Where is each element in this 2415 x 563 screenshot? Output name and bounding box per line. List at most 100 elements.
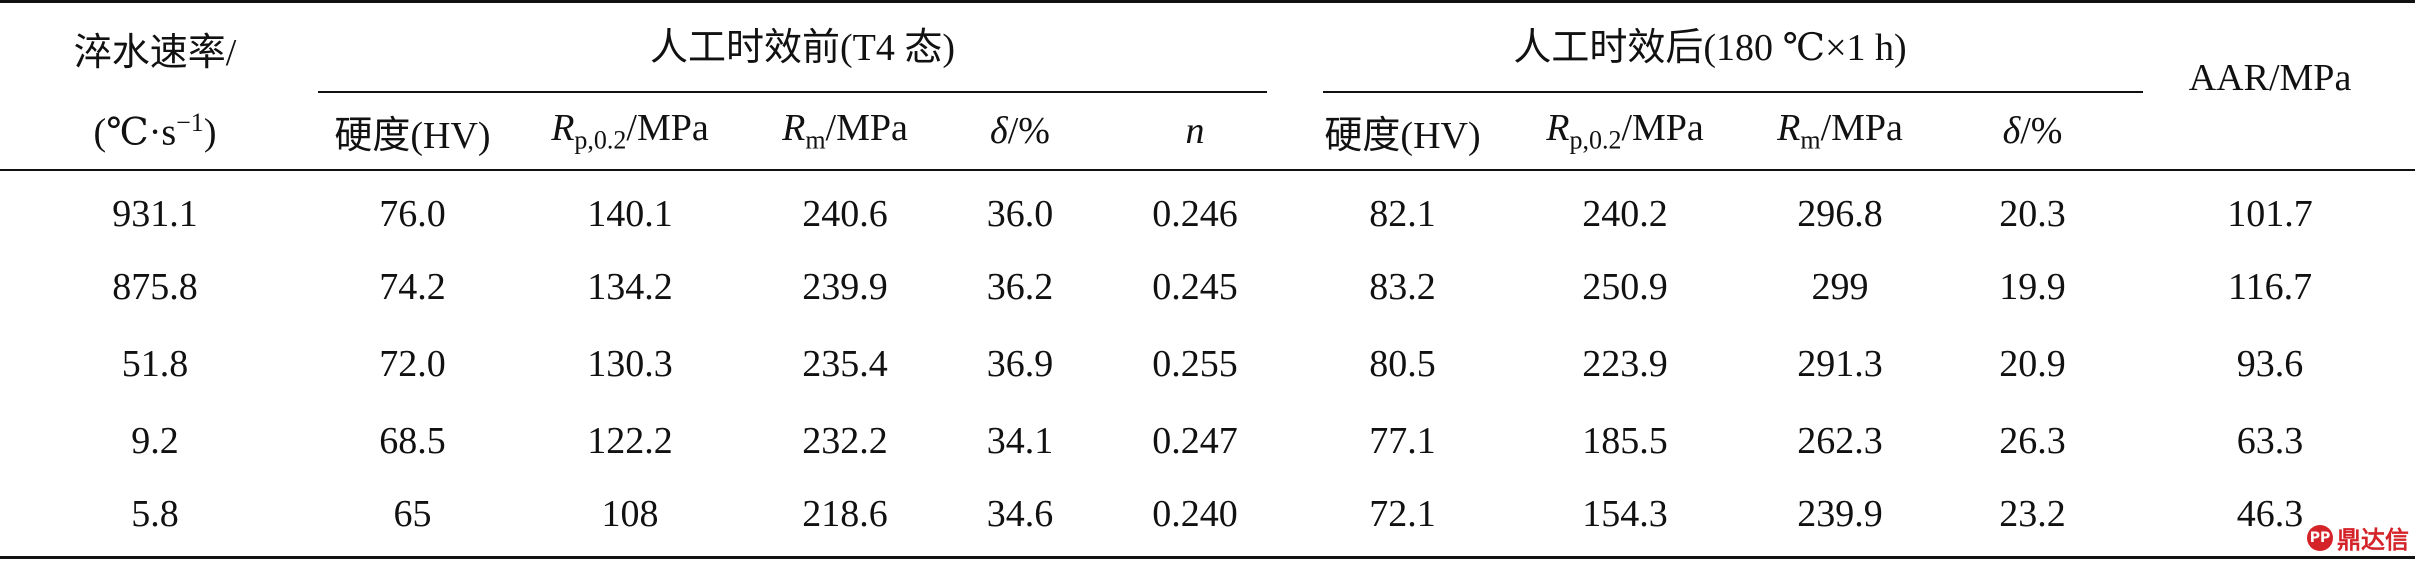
cell-hardness-after: 80.5: [1369, 342, 1436, 385]
rp-unit: /MPa: [1621, 107, 1704, 150]
header-aar: AAR/MPa: [2125, 0, 2415, 170]
rp-unit: /MPa: [626, 107, 709, 150]
cell-n: 0.246: [1152, 192, 1238, 235]
rp-symbol: R: [551, 107, 575, 150]
cell-hardness-after: 77.1: [1369, 419, 1436, 462]
cell-quench-rate: 51.8: [121, 342, 189, 385]
delta-symbol: δ: [990, 110, 1008, 152]
table-row: 9.2 68.5 122.2 232.2 34.1 0.247 77.1 185…: [0, 402, 2415, 479]
cell-rp-before: 130.3: [587, 342, 673, 385]
cell-rp-before: 140.1: [587, 192, 673, 235]
cell-delta-after: 23.2: [1940, 479, 2126, 559]
cell-delta-before: 36.9: [986, 342, 1054, 385]
cell-rm-before: 240.6: [802, 192, 888, 235]
watermark-logo: PP 鼎达信: [2307, 520, 2409, 555]
cell-hardness-before: 68.5: [379, 419, 446, 462]
rp-subscript: p,0.2: [574, 125, 627, 155]
cell-rp-after: 154.3: [1510, 479, 1741, 559]
cell-quench-rate: 931.1: [112, 192, 198, 235]
group-before-label: 人工时效前(T4 态): [650, 27, 956, 69]
delta-unit: /%: [2020, 110, 2063, 152]
cell-aar: 93.6: [2236, 342, 2304, 385]
rp-symbol: R: [1546, 107, 1570, 150]
cell-hardness-after: 82.1: [1369, 192, 1436, 235]
rm-subscript: m: [805, 125, 826, 155]
header-hardness-after: 硬度(HV): [1324, 114, 1481, 157]
cell-n: 0.247: [1152, 419, 1238, 462]
cell-aar: 116.7: [2227, 265, 2313, 308]
header-rm-before: Rm/MPa: [745, 93, 945, 170]
cell-rm-after: 239.9: [1740, 479, 1941, 559]
cell-delta-after: 26.3: [1999, 419, 2066, 462]
cell-hardness-after: 83.2: [1369, 265, 1436, 308]
cell-delta-after: 19.9: [1999, 265, 2066, 308]
cell-rm-after: 262.3: [1797, 419, 1883, 462]
table-row: 51.8 72.0 130.3 235.4 36.9 0.255 80.5 22…: [0, 325, 2415, 402]
header-group-after-aging: 人工时效后(180 ℃×1 h): [1295, 0, 2144, 93]
cell-rp-after: 185.5: [1582, 419, 1668, 462]
cell-rp-after: 240.2: [1582, 192, 1668, 235]
cell-n: 0.245: [1152, 265, 1238, 308]
header-delta-after: δ/%: [1940, 93, 2125, 170]
delta-unit: /%: [1007, 110, 1050, 152]
unit-end: ): [203, 111, 217, 154]
cell-rm-after: 299: [1811, 265, 1869, 308]
cell-quench-rate: 5.8: [0, 479, 310, 559]
group-after-label: 人工时效后(180 ℃×1 h): [1513, 27, 1907, 69]
header-rp-before: Rp,0.2/MPa: [515, 93, 745, 170]
cell-rm-before: 239.9: [802, 265, 888, 308]
cell-hardness-before: 72.0: [379, 342, 446, 385]
rm-unit: /MPa: [1820, 107, 1903, 150]
cell-rm-before: 232.2: [802, 419, 888, 462]
cell-hardness-before: 74.2: [379, 265, 446, 308]
table-row: 931.1 76.0 140.1 240.6 36.0 0.246 82.1 2…: [0, 170, 2415, 248]
rm-symbol: R: [1777, 107, 1801, 150]
cell-quench-rate: 875.8: [112, 265, 198, 308]
watermark-badge-icon: PP: [2307, 524, 2333, 551]
table-row: 5.8 65 108 218.6 34.6 0.240 72.1 154.3 2…: [0, 479, 2415, 559]
cell-delta-before: 34.1: [986, 419, 1054, 462]
rm-subscript: m: [1800, 125, 1821, 155]
cell-rp-after: 250.9: [1582, 265, 1668, 308]
header-quench-rate-line2: (℃·s−1): [0, 93, 310, 170]
rm-symbol: R: [782, 107, 806, 150]
header-quench-rate-line1: 淬水速率/: [0, 0, 310, 93]
header-row-1: 淬水速率/ 人工时效前(T4 态) 人工时效后(180 ℃×1 h) AAR/M…: [0, 0, 2415, 170]
cell-rp-before: 134.2: [587, 265, 673, 308]
cell-rp-before: 122.2: [587, 419, 673, 462]
cell-rm-after: 296.8: [1797, 192, 1883, 235]
cell-rp-before: 108: [515, 479, 745, 559]
header-hardness-before: 硬度(HV): [334, 114, 491, 157]
unit-sup: −1: [176, 107, 204, 137]
cell-delta-before: 36.0: [986, 192, 1054, 235]
cell-hardness-after: 72.1: [1295, 479, 1511, 559]
table-row: 875.8 74.2 134.2 239.9 36.2 0.245 83.2 2…: [0, 248, 2415, 325]
cell-rp-after: 223.9: [1582, 342, 1668, 385]
header-group-before-aging: 人工时效前(T4 态): [310, 0, 1296, 93]
group-before-rule: [318, 91, 1268, 93]
cell-hardness-before: 76.0: [379, 192, 446, 235]
watermark-text: 鼎达信: [2337, 526, 2409, 554]
header-rp-after: Rp,0.2/MPa: [1510, 93, 1740, 170]
cell-rm-before: 218.6: [745, 479, 945, 559]
cell-delta-before: 34.6: [945, 479, 1095, 559]
cell-quench-rate: 9.2: [131, 419, 179, 462]
header-row-2: (℃·s−1) 硬度(HV) Rp,0.2/MPa Rm/MPa δ/% n 硬…: [0, 93, 2415, 170]
header-rm-after: Rm/MPa: [1740, 93, 1940, 170]
group-after-rule: [1323, 91, 2144, 93]
n-symbol: n: [1185, 110, 1205, 152]
cell-n: 0.240: [1095, 479, 1296, 559]
rm-unit: /MPa: [825, 107, 908, 150]
header-delta-before: δ/%: [945, 93, 1095, 170]
cell-hardness-before: 65: [310, 479, 515, 559]
cell-rm-after: 291.3: [1797, 342, 1883, 385]
cell-n: 0.255: [1152, 342, 1238, 385]
unit-text: (℃·s: [93, 111, 177, 154]
rp-subscript: p,0.2: [1569, 125, 1622, 155]
cell-rm-before: 235.4: [802, 342, 888, 385]
delta-symbol: δ: [2002, 110, 2021, 152]
cell-aar: 46.3: [2125, 479, 2415, 559]
cell-delta-before: 36.2: [986, 265, 1054, 308]
